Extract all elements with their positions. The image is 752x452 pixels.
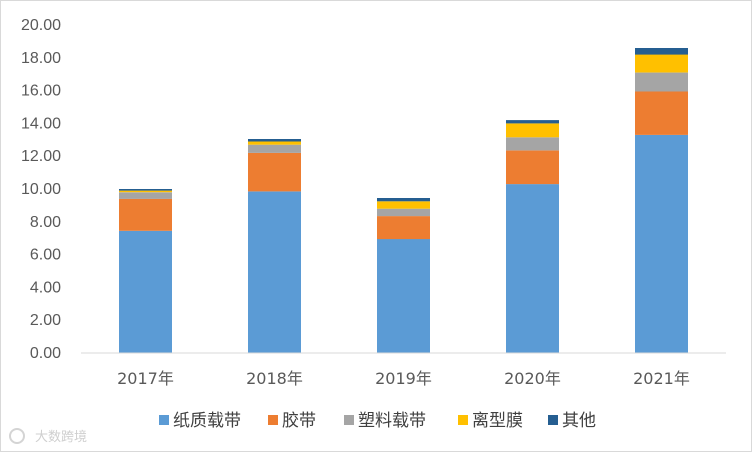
bar-segment-1-1: [248, 152, 301, 192]
y-tick-label: 4.00: [30, 279, 61, 296]
bar-segment-0-2: [377, 239, 430, 353]
legend-label: 纸质载带: [173, 411, 241, 431]
bar-segment-3-3: [506, 123, 559, 138]
legend-swatch: [548, 415, 558, 425]
legend-swatch: [344, 415, 354, 425]
y-tick-label: 2.00: [30, 312, 61, 329]
x-axis-categories: 2017年 2018年 2019年 2020年 2021年: [117, 369, 690, 388]
watermark-logo-icon: [9, 428, 25, 444]
x-category-label: 2018年: [246, 369, 303, 388]
bar-segment-3-4: [635, 54, 688, 73]
bar-segment-2-1: [248, 144, 301, 153]
y-tick-label: 6.00: [30, 247, 61, 264]
bar-segment-2-3: [506, 137, 559, 151]
bar-segment-4-2: [377, 198, 430, 202]
y-tick-label: 8.00: [30, 214, 61, 231]
bar-segment-4-1: [248, 139, 301, 142]
y-tick-label: 20.00: [21, 17, 61, 34]
legend-label: 离型膜: [472, 411, 523, 431]
bars: [119, 48, 688, 353]
bar-segment-3-2: [377, 201, 430, 209]
bar-segment-4-3: [506, 120, 559, 124]
legend-swatch: [458, 415, 468, 425]
bar-segment-0-4: [635, 134, 688, 353]
bar-segment-0-3: [506, 184, 559, 353]
legend-label: 其他: [562, 411, 596, 431]
x-category-label: 2017年: [117, 369, 174, 388]
y-tick-label: 0.00: [30, 345, 61, 362]
bar-segment-2-2: [377, 208, 430, 217]
legend-label: 胶带: [282, 411, 316, 431]
y-tick-label: 12.00: [21, 148, 61, 165]
watermark-text: 大数跨境: [35, 430, 87, 445]
bar-segment-3-1: [248, 141, 301, 145]
bar-segment-1-0: [119, 198, 172, 231]
y-tick-label: 16.00: [21, 83, 61, 100]
legend-label: 塑料载带: [358, 411, 426, 431]
bar-segment-0-0: [119, 230, 172, 353]
y-tick-label: 18.00: [21, 50, 61, 67]
legend: 纸质载带 胶带 塑料载带 离型膜 其他: [159, 411, 596, 431]
bar-segment-2-4: [635, 72, 688, 92]
x-category-label: 2021年: [633, 369, 690, 388]
bar-segment-3-0: [119, 190, 172, 193]
legend-swatch: [159, 415, 169, 425]
bar-segment-1-3: [506, 150, 559, 185]
bar-segment-1-2: [377, 216, 430, 240]
x-category-label: 2019年: [375, 369, 432, 388]
y-axis-ticks: 0.00 2.00 4.00 6.00 8.00 10.00 12.00 14.00 16.00…: [21, 17, 61, 362]
bar-segment-4-4: [635, 48, 688, 55]
bar-segment-4-0: [119, 189, 172, 191]
bar-segment-1-4: [635, 91, 688, 135]
y-tick-label: 14.00: [21, 115, 61, 132]
bar-segment-0-1: [248, 191, 301, 353]
legend-swatch: [268, 415, 278, 425]
x-category-label: 2020年: [504, 369, 561, 388]
watermark: 大数跨境: [9, 428, 87, 445]
bar-segment-2-0: [119, 192, 172, 199]
y-tick-label: 10.00: [21, 181, 61, 198]
